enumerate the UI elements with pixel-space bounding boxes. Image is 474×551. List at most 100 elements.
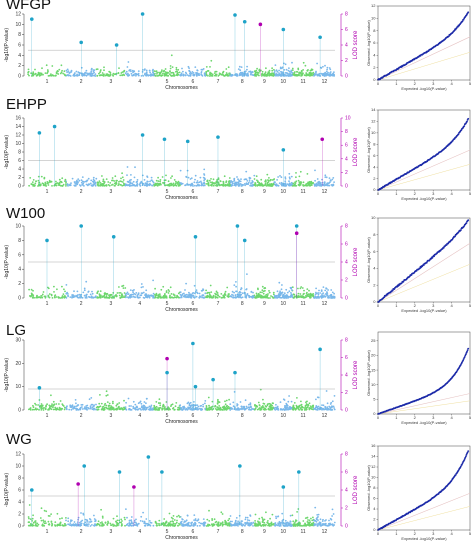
snp-point	[318, 74, 321, 77]
snp-point	[271, 404, 273, 407]
snp-point	[135, 292, 138, 294]
lod-axis-label: LOD score	[353, 475, 359, 504]
snp-point	[89, 74, 92, 76]
snp-point	[81, 296, 84, 299]
snp-point	[240, 405, 243, 408]
peak-point-snp	[216, 135, 220, 139]
snp-point	[298, 181, 301, 184]
snp-point	[219, 180, 222, 182]
snp-point	[263, 295, 265, 298]
snp-point	[115, 182, 118, 185]
snp-point	[103, 66, 105, 69]
snp-point	[94, 520, 97, 522]
snp-point	[188, 67, 191, 69]
snp-point	[145, 402, 147, 405]
qq-reference-line	[377, 263, 471, 303]
snp-point	[272, 407, 274, 410]
snp-point	[188, 404, 191, 406]
snp-point	[178, 522, 180, 525]
snp-point	[165, 290, 168, 292]
snp-point	[89, 293, 92, 296]
snp-point	[203, 168, 206, 171]
snp-point	[213, 74, 216, 77]
snp-point	[32, 296, 34, 299]
snp-point	[45, 405, 47, 408]
y-tick-label: 8	[18, 238, 21, 244]
snp-point	[289, 182, 291, 185]
snp-point	[76, 296, 79, 299]
snp-point	[233, 178, 236, 181]
chromosome-label: 10	[281, 79, 287, 85]
snp-point	[291, 185, 294, 187]
snp-point	[188, 291, 190, 294]
snp-point	[41, 293, 44, 296]
snp-point	[167, 292, 170, 294]
snp-point	[51, 185, 53, 187]
snp-point	[87, 290, 90, 293]
snp-point	[133, 176, 136, 179]
snp-point	[162, 182, 164, 184]
snp-point	[101, 406, 104, 408]
qq-x-label: Expected -log10(P-value)	[401, 420, 447, 425]
peak-point-snp	[294, 224, 299, 228]
snp-point	[170, 177, 172, 179]
snp-point	[298, 71, 301, 74]
snp-point	[331, 291, 334, 294]
snp-point	[171, 66, 174, 68]
snp-point	[64, 180, 66, 183]
snp-point	[139, 185, 142, 187]
y-axis-label: -log10(P-value)	[4, 245, 10, 280]
qq-x-tick-label: 2	[414, 191, 417, 196]
snp-point	[92, 176, 95, 179]
snp-point	[250, 290, 253, 293]
snp-point	[83, 74, 86, 77]
snp-point	[95, 68, 98, 71]
snp-point	[272, 297, 275, 299]
snp-point	[85, 280, 88, 283]
lod-tick-label: 2	[345, 506, 348, 512]
snp-point	[171, 183, 173, 186]
snp-point	[218, 183, 220, 186]
snp-point	[87, 177, 90, 180]
snp-point	[213, 182, 216, 185]
snp-point	[149, 180, 151, 183]
snp-point	[264, 71, 267, 74]
snp-point	[225, 405, 228, 408]
snp-point	[287, 400, 290, 403]
snp-point	[271, 184, 274, 187]
snp-point	[180, 296, 183, 299]
snp-point	[158, 71, 160, 74]
snp-point	[196, 183, 199, 186]
snp-point	[241, 292, 244, 295]
y-tick-label: 6	[18, 488, 21, 494]
snp-point	[275, 403, 277, 406]
snp-point	[159, 179, 162, 181]
snp-point	[154, 182, 157, 185]
snp-point	[53, 285, 55, 288]
snp-point	[74, 399, 77, 401]
snp-point	[103, 69, 105, 72]
snp-point	[42, 407, 45, 409]
snp-point	[130, 70, 132, 73]
y-tick-label: 0	[18, 296, 21, 302]
peak-point-snp	[235, 224, 240, 228]
snp-point	[77, 404, 80, 406]
y-tick-label: 16	[15, 116, 21, 122]
snp-point	[205, 289, 208, 292]
snp-point	[95, 177, 98, 180]
chromosome-label: 2	[80, 413, 83, 419]
snp-point	[309, 407, 312, 410]
qq-reference-line	[377, 400, 471, 415]
snp-point	[70, 70, 73, 73]
snp-point	[64, 406, 66, 409]
snp-point	[170, 72, 173, 74]
peak-point-snp	[281, 27, 286, 32]
snp-point	[91, 297, 93, 299]
snp-point	[298, 175, 301, 178]
snp-point	[96, 408, 99, 411]
qq-x-tick-label: 1	[395, 303, 398, 308]
snp-point	[133, 289, 135, 291]
snp-point	[227, 296, 230, 298]
snp-point	[75, 70, 78, 73]
